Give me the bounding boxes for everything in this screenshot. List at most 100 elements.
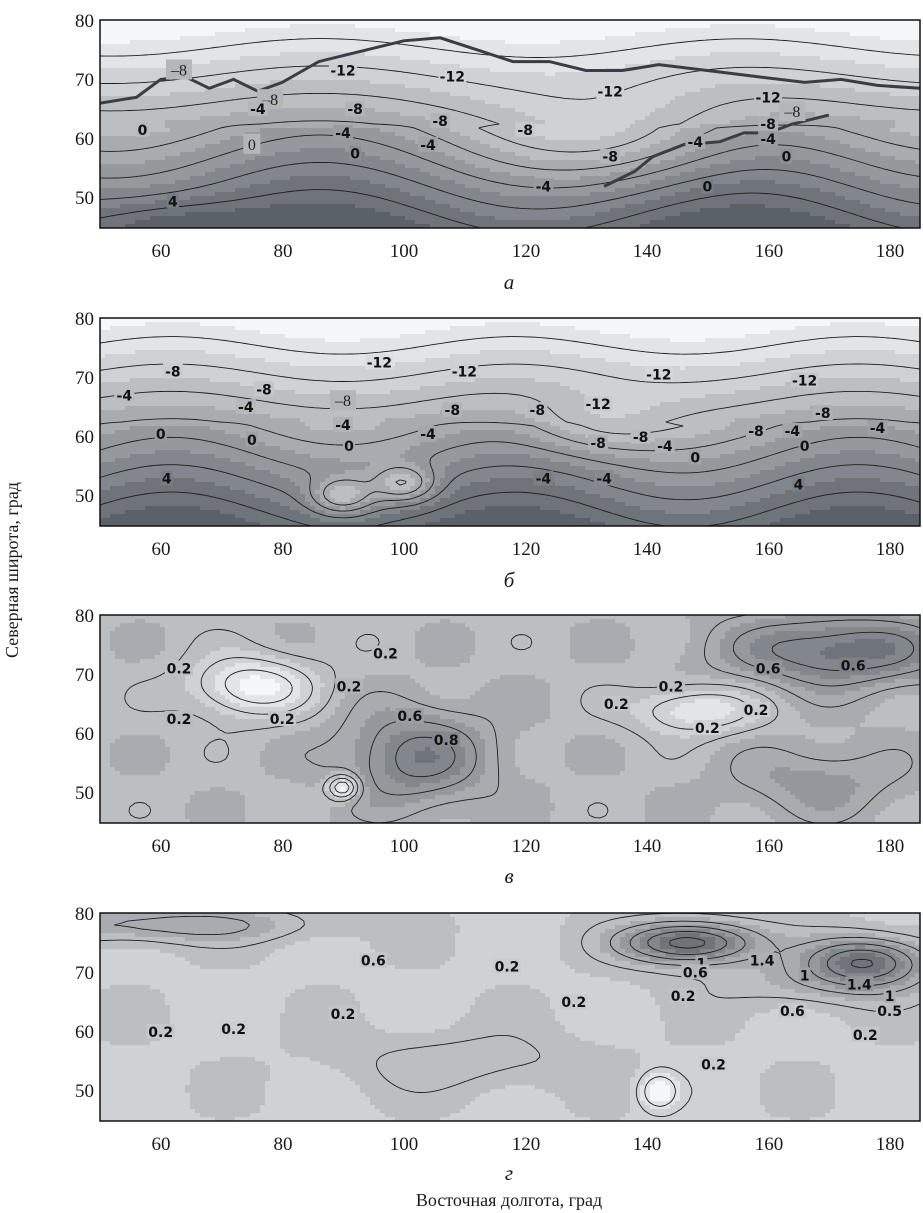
field-cell bbox=[540, 68, 545, 72]
field-cell bbox=[875, 32, 880, 36]
field-cell bbox=[585, 32, 590, 36]
field-cell bbox=[760, 52, 765, 56]
field-cell bbox=[410, 64, 415, 68]
field-cell bbox=[850, 28, 855, 32]
field-cell bbox=[540, 44, 545, 48]
field-cell bbox=[515, 80, 520, 84]
field-cell bbox=[880, 28, 885, 32]
field-cell bbox=[810, 72, 815, 76]
field-cell bbox=[235, 32, 240, 36]
field-cell bbox=[410, 56, 415, 60]
field-cell bbox=[625, 32, 630, 36]
field-cell bbox=[350, 84, 355, 88]
field-cell bbox=[650, 28, 655, 32]
field-cell bbox=[280, 24, 285, 28]
field-cell bbox=[600, 24, 605, 28]
field-cell bbox=[660, 48, 665, 52]
field-cell bbox=[225, 60, 230, 64]
field-cell bbox=[325, 44, 330, 48]
field-cell bbox=[535, 52, 540, 56]
field-cell bbox=[580, 48, 585, 52]
field-cell bbox=[710, 76, 715, 80]
field-cell bbox=[910, 60, 915, 64]
field-cell bbox=[845, 40, 850, 44]
field-cell bbox=[375, 24, 380, 28]
field-cell bbox=[490, 60, 495, 64]
field-cell bbox=[185, 28, 190, 32]
field-cell bbox=[320, 28, 325, 32]
field-cell bbox=[600, 32, 605, 36]
field-cell bbox=[880, 32, 885, 36]
field-cell bbox=[865, 52, 870, 56]
field-cell bbox=[705, 40, 710, 44]
field-cell bbox=[510, 68, 515, 72]
field-cell bbox=[230, 36, 235, 40]
field-cell bbox=[515, 48, 520, 52]
field-cell bbox=[330, 80, 335, 84]
field-cell bbox=[385, 24, 390, 28]
field-cell bbox=[845, 56, 850, 60]
field-cell bbox=[190, 52, 195, 56]
field-cell bbox=[620, 56, 625, 60]
field-cell bbox=[290, 28, 295, 32]
field-cell bbox=[390, 72, 395, 76]
field-cell bbox=[450, 60, 455, 64]
field-cell bbox=[100, 76, 105, 80]
field-cell bbox=[520, 40, 525, 44]
field-cell bbox=[405, 84, 410, 88]
field-cell bbox=[200, 68, 205, 72]
field-cell bbox=[640, 48, 645, 52]
field-cell bbox=[555, 44, 560, 48]
field-cell bbox=[610, 76, 615, 80]
field-cell bbox=[390, 24, 395, 28]
field-cell bbox=[585, 64, 590, 68]
field-cell bbox=[145, 68, 150, 72]
field-cell bbox=[185, 32, 190, 36]
field-cell bbox=[240, 44, 245, 48]
field-cell bbox=[615, 60, 620, 64]
field-cell bbox=[465, 24, 470, 28]
field-cell bbox=[355, 80, 360, 84]
field-cell bbox=[215, 64, 220, 68]
field-cell bbox=[250, 56, 255, 60]
field-cell bbox=[735, 80, 740, 84]
field-cell bbox=[740, 24, 745, 28]
field-cell bbox=[590, 28, 595, 32]
field-cell bbox=[245, 76, 250, 80]
field-cell bbox=[245, 32, 250, 36]
field-cell bbox=[595, 72, 600, 76]
field-cell bbox=[150, 36, 155, 40]
field-cell bbox=[585, 44, 590, 48]
field-cell bbox=[185, 36, 190, 40]
field-cell bbox=[200, 40, 205, 44]
field-cell bbox=[905, 36, 910, 40]
field-cell bbox=[870, 64, 875, 68]
field-cell bbox=[475, 40, 480, 44]
field-cell bbox=[830, 36, 835, 40]
field-cell bbox=[850, 40, 855, 44]
field-cell bbox=[340, 84, 345, 88]
field-cell bbox=[265, 72, 270, 76]
field-cell bbox=[705, 52, 710, 56]
field-cell bbox=[450, 56, 455, 60]
field-cell bbox=[790, 28, 795, 32]
field-cell bbox=[720, 48, 725, 52]
field-cell bbox=[250, 44, 255, 48]
field-cell bbox=[250, 36, 255, 40]
field-cell bbox=[905, 72, 910, 76]
field-cell bbox=[310, 48, 315, 52]
field-cell bbox=[510, 32, 515, 36]
field-cell bbox=[720, 40, 725, 44]
field-cell bbox=[895, 44, 900, 48]
field-cell bbox=[180, 84, 185, 88]
field-cell bbox=[615, 40, 620, 44]
field-cell bbox=[135, 36, 140, 40]
field-cell bbox=[200, 60, 205, 64]
field-cell bbox=[240, 76, 245, 80]
field-cell bbox=[155, 72, 160, 76]
field-cell bbox=[100, 32, 105, 36]
field-cell bbox=[885, 56, 890, 60]
field-cell bbox=[605, 32, 610, 36]
field-cell bbox=[120, 64, 125, 68]
field-cell bbox=[335, 48, 340, 52]
